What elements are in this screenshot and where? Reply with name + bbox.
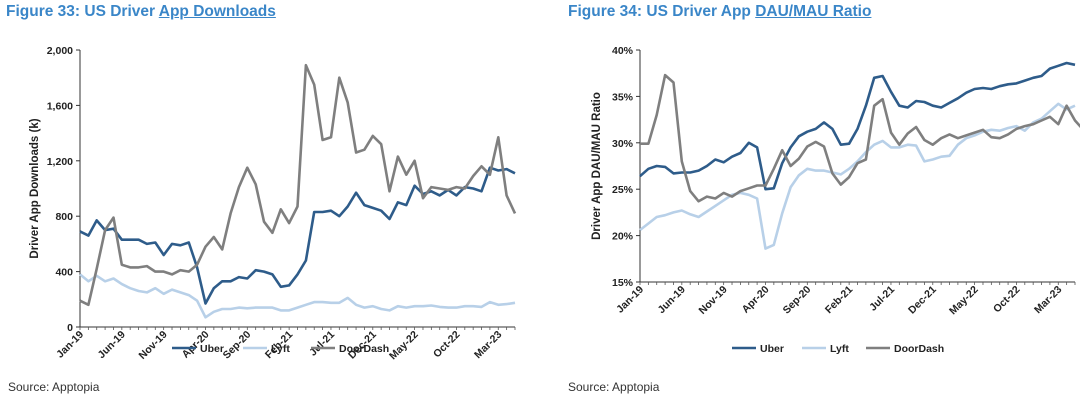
fig34-xtick-label: Apr-20 [740,284,772,316]
fig33-y-axis-label: Driver App Downloads (k) [29,118,41,258]
fig34-legend-label-doordash: DoorDash [894,343,944,355]
fig34-series-lyft [639,102,1076,250]
fig33-series-lyft [79,273,516,319]
fig33-ytick-label: 1,600 [47,100,73,112]
fig33-ytick-label: 2,000 [47,45,73,57]
fig34-ytick-label: 35% [612,91,634,103]
fig33-xtick-label: Jun-19 [96,329,129,362]
fig34-xtick-label: Oct-22 [991,284,1023,316]
fig33-xtick-label: Mar-23 [472,329,505,362]
fig33-series-uber [79,166,516,305]
figure-34-title: Figure 34: US Driver App DAU/MAU Ratio [568,3,871,21]
fig33-xtick-label: May-22 [387,329,421,363]
fig33-ytick-label: 400 [55,267,73,279]
fig34-xtick-label: Jul-21 [867,284,897,314]
fig34-xtick-label: Nov-19 [697,284,730,317]
fig34-xtick-label: Jun-19 [656,284,689,317]
figure-33-title-prefix: Figure 33: US Driver [6,3,159,20]
fig34-ytick-label: 25% [612,184,634,196]
fig34-xtick-label: Feb-21 [823,284,856,317]
fig34-series-uber [639,61,1076,191]
fig33-legend-label-uber: Uber [200,343,224,355]
fig34-xtick-label: Mar-23 [1032,284,1065,317]
fig34-xtick-label: May-22 [947,284,981,318]
fig34-xtick-label: Sep-20 [781,284,814,317]
fig34-series-doordash [640,73,1080,203]
fig34-y-axis-label: Driver App DAU/MAU Ratio [591,92,603,240]
fig33-legend-label-doordash: DoorDash [339,343,389,355]
fig34-ytick-label: 30% [612,138,634,150]
fig34-legend-label-uber: Uber [760,343,784,355]
fig34-ytick-label: 40% [612,45,634,57]
fig34-xtick-label: Dec-21 [906,284,939,317]
figure-34-title-underlined: DAU/MAU Ratio [755,3,872,20]
fig33-ytick-label: 0 [67,322,73,334]
fig34-ytick-label: 20% [612,231,634,243]
figure-34-title-prefix: Figure 34: US Driver App [568,3,756,20]
fig33-legend-label-lyft: Lyft [271,343,290,355]
fig33-xtick-label: Nov-19 [137,329,170,362]
fig33-ytick-label: 800 [55,211,73,223]
fig33-xtick-label: Sep-20 [221,329,254,362]
source-left: Source: Apptopia [8,380,100,394]
figure-33-title: Figure 33: US Driver App Downloads [6,3,276,21]
fig34-ytick-label: 15% [612,277,634,289]
fig33-ytick-label: 1,200 [47,156,73,168]
fig33-xtick-label: Jul-21 [307,329,337,359]
fig33-xtick-label: Oct-22 [431,329,463,361]
fig33-series-doordash [79,63,517,307]
figure-33-title-underlined: App Downloads [158,3,276,20]
fig34-legend-label-lyft: Lyft [830,343,849,355]
source-right: Source: Apptopia [568,380,660,394]
